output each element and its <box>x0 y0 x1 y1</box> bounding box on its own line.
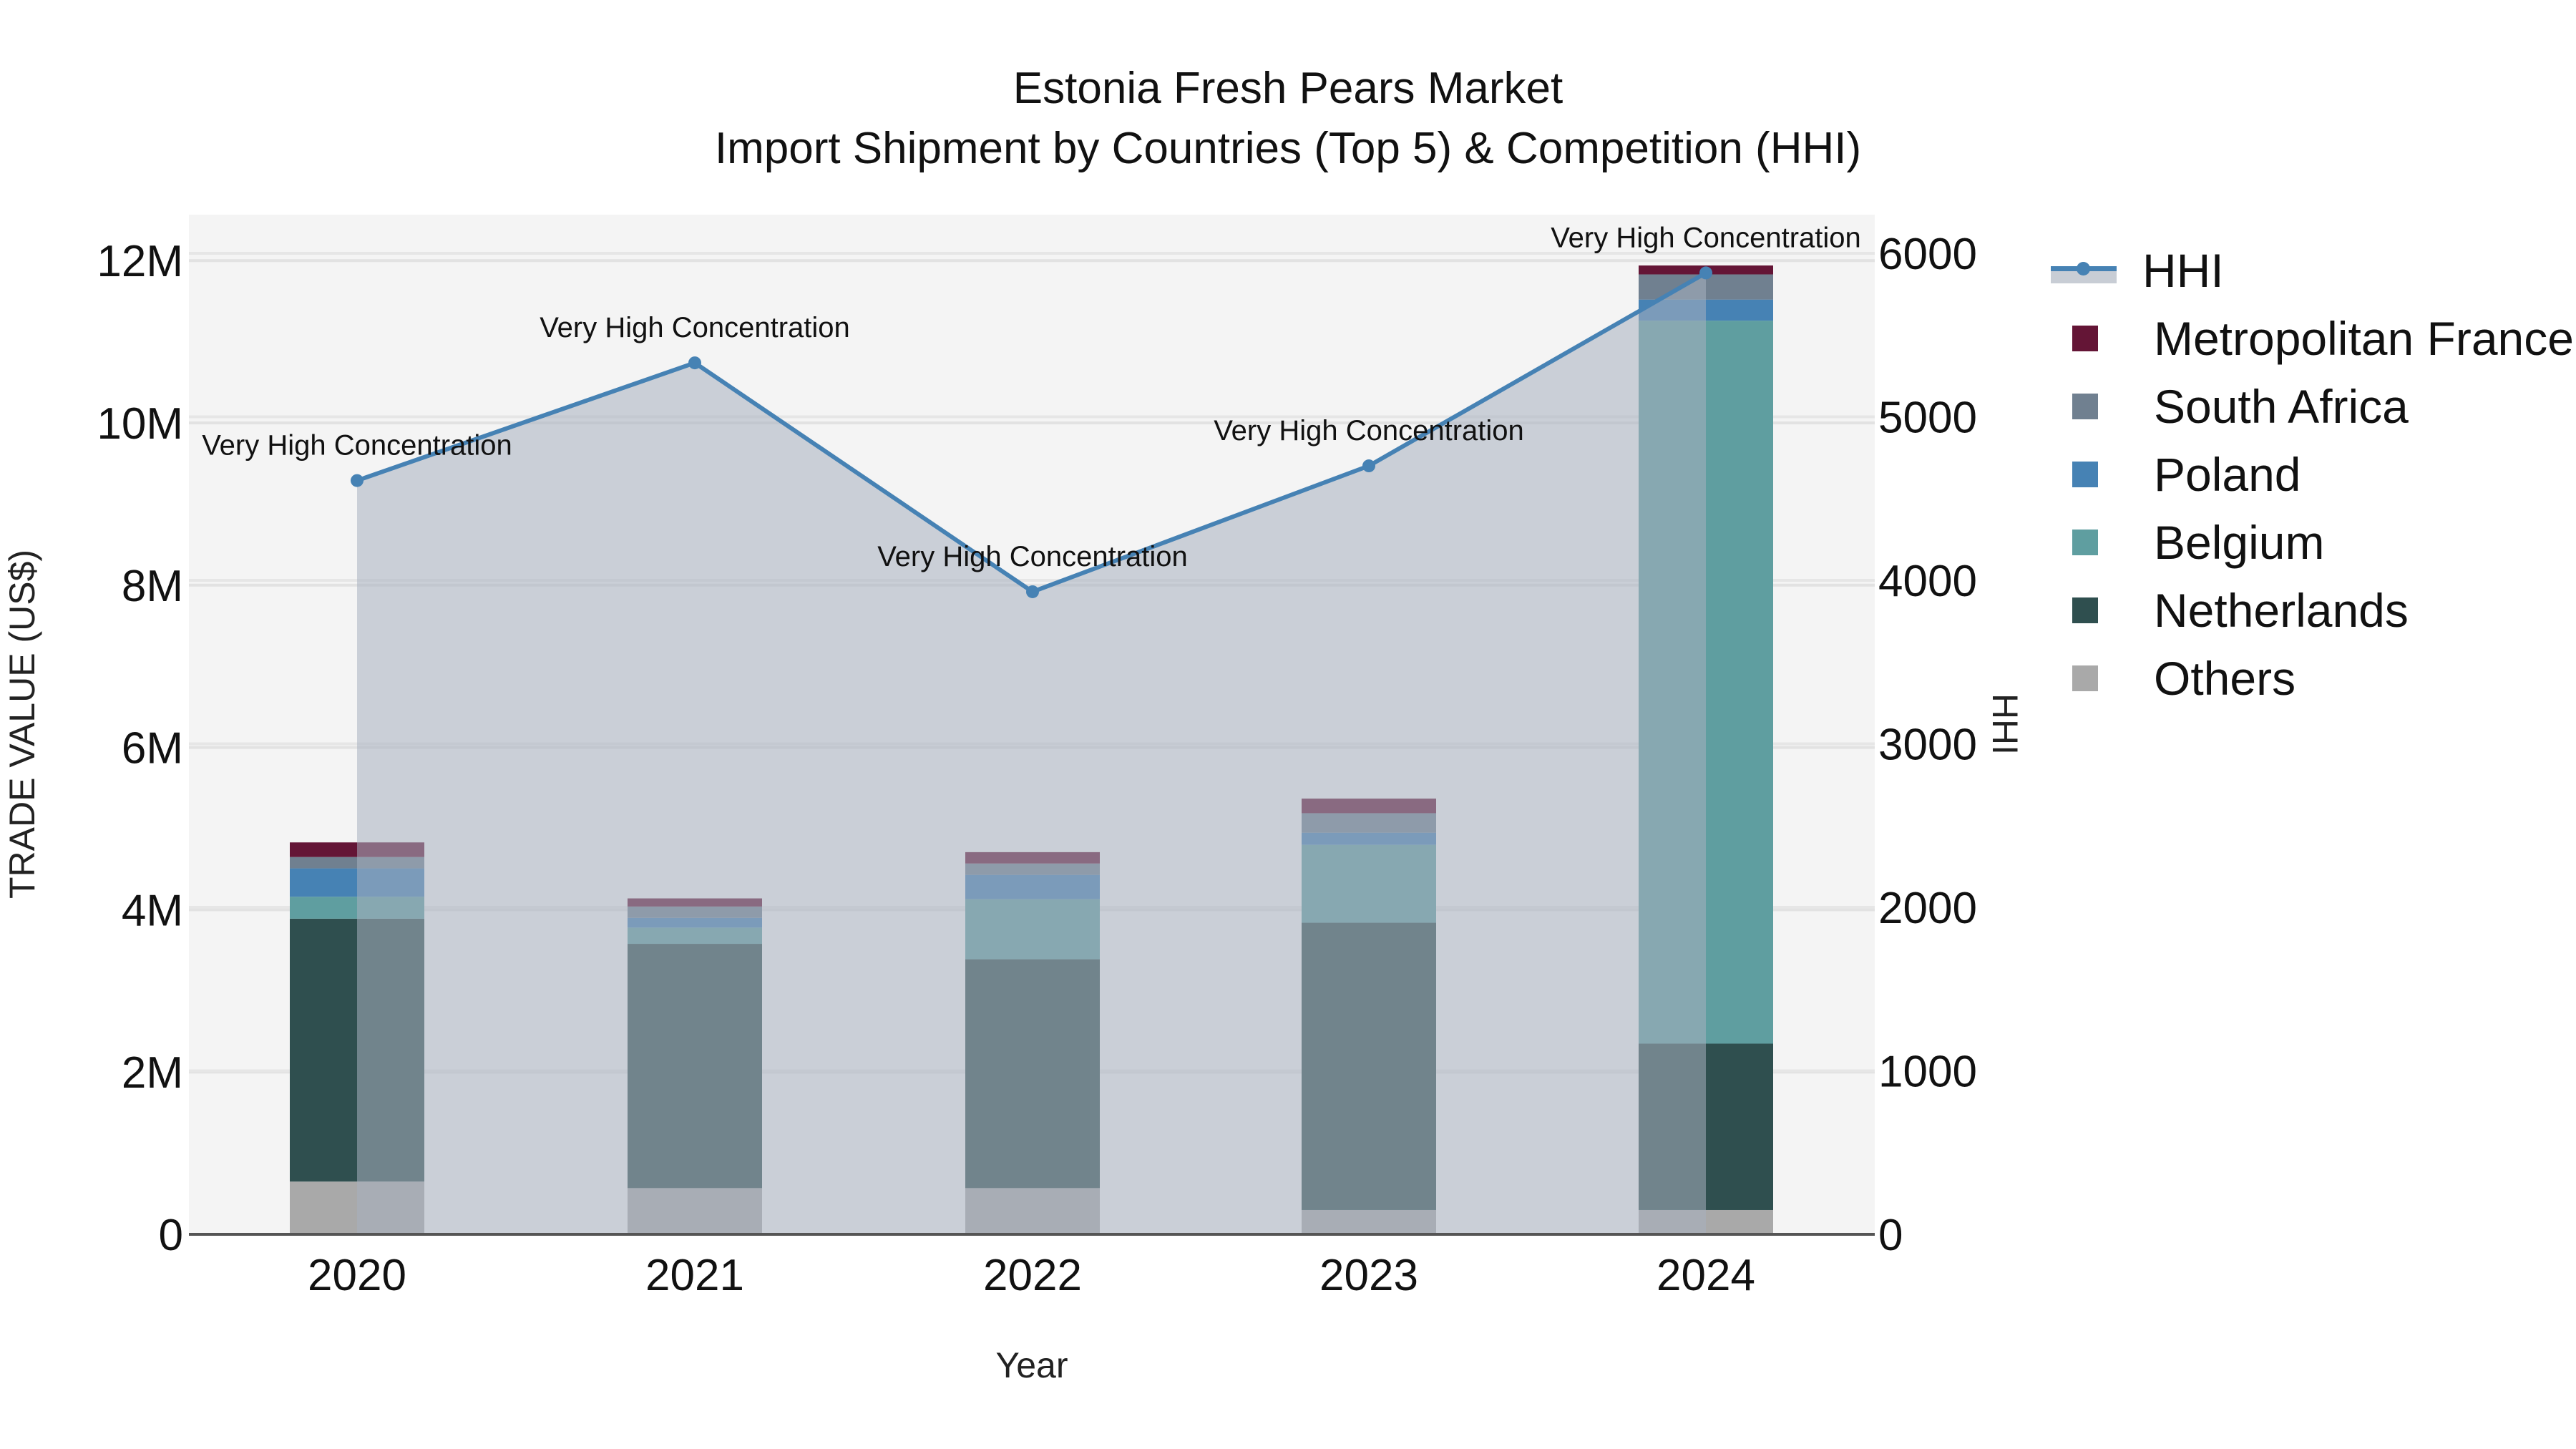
annotation-label: Very High Concentration <box>540 312 850 343</box>
legend-label: Others <box>2154 651 2296 705</box>
chart-title: Estonia Fresh Pears Market <box>1013 64 1563 113</box>
y2-tick-label: 1000 <box>1878 1048 1977 1097</box>
y2-tick-label: 2000 <box>1878 884 1977 933</box>
x-axis-ticks: 2020 2021 2022 2023 2024 <box>308 1251 1755 1300</box>
annotation-label: Very High Concentration <box>877 541 1188 572</box>
y-axis-title: TRADE VALUE (US$) <box>2 550 42 899</box>
legend-item[interactable]: Belgium <box>2046 508 2574 576</box>
annotation-label: Very High Concentration <box>1551 222 1861 253</box>
y-tick-label: 4M <box>122 886 183 935</box>
x-tick-label: 2021 <box>645 1251 744 1300</box>
hhi-fill <box>357 273 1706 1234</box>
legend-label: HHI <box>2142 243 2224 297</box>
hhi-marker[interactable] <box>1026 585 1039 598</box>
x-tick-label: 2020 <box>308 1251 406 1300</box>
hhi-marker[interactable] <box>1362 459 1375 473</box>
legend-swatch-icon <box>2072 461 2098 487</box>
x-axis-title: Year <box>995 1345 1068 1385</box>
chart-subtitle: Import Shipment by Countries (Top 5) & C… <box>714 124 1862 173</box>
annotations: Very High Concentration Very High Concent… <box>202 222 1861 572</box>
x-tick-label: 2023 <box>1319 1251 1418 1300</box>
hhi-line[interactable] <box>351 266 1712 598</box>
legend-label: Belgium <box>2154 515 2325 569</box>
y2-tick-label: 6000 <box>1878 230 1977 279</box>
hhi-marker[interactable] <box>351 474 364 487</box>
y2-tick-label: 4000 <box>1878 557 1977 606</box>
legend-swatch-icon <box>2072 529 2098 555</box>
legend-label: Netherlands <box>2154 583 2409 637</box>
legend-item[interactable]: HHI <box>2046 236 2574 304</box>
annotation-label: Very High Concentration <box>202 430 512 462</box>
legend-item[interactable]: South Africa <box>2046 372 2574 440</box>
y2-axis-title: HHI <box>1985 693 2025 755</box>
y-tick-label: 2M <box>122 1048 183 1098</box>
legend-label: Poland <box>2154 447 2301 501</box>
hhi-marker[interactable] <box>1699 266 1712 280</box>
legend-swatch-icon <box>2072 325 2098 351</box>
legend-item[interactable]: Netherlands <box>2046 576 2574 644</box>
y-tick-label: 10M <box>97 399 183 449</box>
y-tick-label: 8M <box>122 562 183 611</box>
legend-item[interactable]: Poland <box>2046 440 2574 508</box>
hhi-marker[interactable] <box>688 356 701 370</box>
legend-swatch-icon <box>2072 665 2098 691</box>
legend-label: Metropolitan France <box>2154 311 2574 365</box>
y2-tick-label: 0 <box>1878 1211 1903 1260</box>
y-axis-ticks: 0 2M 4M 6M 8M 10M 12M <box>97 237 183 1260</box>
y2-tick-label: 3000 <box>1878 721 1977 770</box>
line-marker-icon <box>2051 258 2117 283</box>
legend-item[interactable]: Metropolitan France <box>2046 304 2574 372</box>
y-tick-label: 12M <box>97 237 183 286</box>
x-tick-label: 2024 <box>1657 1251 1755 1300</box>
y-tick-label: 0 <box>159 1211 183 1260</box>
hhi-area <box>357 273 1706 1234</box>
legend: HHI Metropolitan France South Africa Poland… <box>2046 236 2574 712</box>
annotation-label: Very High Concentration <box>1214 415 1524 447</box>
y2-axis-ticks: 0 1000 2000 3000 4000 5000 6000 <box>1878 230 1977 1260</box>
legend-item[interactable]: Others <box>2046 644 2574 712</box>
legend-label: South Africa <box>2154 379 2409 433</box>
legend-swatch-icon <box>2072 393 2098 419</box>
y-tick-label: 6M <box>122 724 183 774</box>
legend-swatch-icon <box>2072 597 2098 623</box>
x-tick-label: 2022 <box>983 1251 1082 1300</box>
y2-tick-label: 5000 <box>1878 394 1977 443</box>
